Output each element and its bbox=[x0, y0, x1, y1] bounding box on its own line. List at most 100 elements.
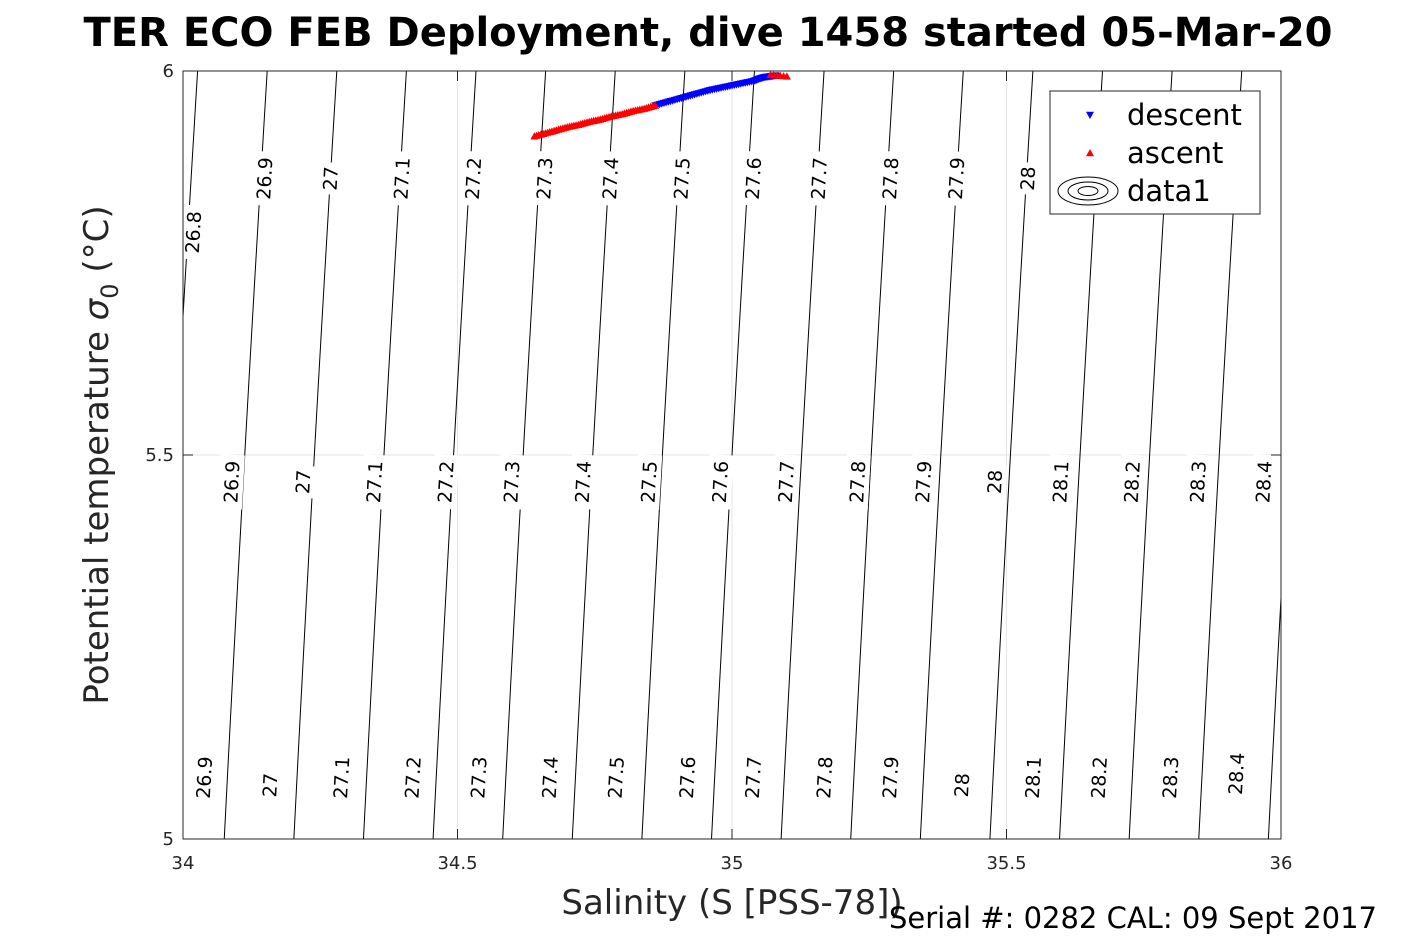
contour-label-text: 27.9 bbox=[879, 756, 903, 799]
contour-label-bg bbox=[635, 454, 663, 510]
contour-label-bg bbox=[399, 749, 427, 806]
contour-label: 27.2 bbox=[399, 749, 427, 806]
contour-label: 28.4 bbox=[1250, 454, 1277, 510]
contour-label-bg bbox=[569, 454, 597, 510]
contour-label: 28.2 bbox=[1085, 749, 1113, 806]
contour-label-text: 26.9 bbox=[193, 756, 217, 799]
contour-label-bg bbox=[1156, 749, 1184, 806]
contour-label-bg bbox=[876, 150, 904, 207]
contour-label: 28.2 bbox=[1118, 454, 1146, 510]
contour-label: 27.6 bbox=[673, 749, 701, 806]
profile-data bbox=[530, 70, 791, 140]
contour-label: 27.9 bbox=[909, 454, 937, 510]
contour-label-text: 26.9 bbox=[220, 460, 244, 503]
contour-label-bg bbox=[497, 454, 525, 510]
contour-label: 27.8 bbox=[810, 749, 838, 806]
contour-label-bg bbox=[536, 749, 564, 806]
contour-label-bg bbox=[942, 150, 970, 207]
isopycnal-28 bbox=[989, 71, 1034, 839]
contour-label-text: 28.4 bbox=[1225, 752, 1249, 795]
serial-calibration-note: Serial #: 0282 CAL: 09 Sept 2017 bbox=[889, 901, 1377, 935]
contour-label-bg bbox=[810, 749, 838, 806]
contour-label: 27.4 bbox=[536, 749, 564, 806]
contour-label-text: 27.3 bbox=[500, 460, 524, 503]
contour-label-bg bbox=[1085, 749, 1113, 806]
contour-label-text: 28.2 bbox=[1088, 756, 1112, 799]
contour-label-bg bbox=[179, 204, 207, 260]
x-tick-label: 35.5 bbox=[986, 853, 1026, 874]
contour-label: 27.3 bbox=[497, 454, 525, 510]
contour-label: 27.7 bbox=[772, 454, 800, 510]
contour-label: 27.8 bbox=[876, 150, 904, 207]
contour-label-text: 27 bbox=[259, 773, 282, 798]
contour-label-bg bbox=[250, 150, 278, 207]
contour-label-text: 28 bbox=[984, 469, 1007, 494]
contour-label-bg bbox=[360, 454, 388, 510]
contour-label-text: 27.7 bbox=[742, 756, 766, 799]
contour-label-text: 27.3 bbox=[467, 756, 491, 799]
contour-label-text: 27.5 bbox=[605, 756, 629, 799]
contour-label: 26.9 bbox=[217, 454, 245, 510]
contour-label-bg bbox=[289, 465, 316, 499]
contour-label-text: 27.6 bbox=[676, 756, 700, 799]
x-axis-label: Salinity (S [PSS-78]) bbox=[561, 883, 902, 923]
contour-label-bg bbox=[432, 454, 459, 510]
x-tick-label: 34.5 bbox=[437, 853, 477, 874]
contour-label-text: 27.6 bbox=[742, 157, 766, 200]
y-tick-label: 6 bbox=[163, 61, 174, 82]
contour-label-bg bbox=[876, 749, 904, 806]
x-tick-label: 35 bbox=[721, 853, 744, 874]
contour-label-text: 27.5 bbox=[670, 157, 694, 200]
contour-label: 27.3 bbox=[465, 749, 492, 806]
contour-label: 27.2 bbox=[459, 150, 487, 207]
contour-label-text: 28 bbox=[1017, 166, 1040, 191]
contour-label: 28.3 bbox=[1156, 749, 1184, 806]
legend-marker-contour-icon bbox=[1057, 176, 1119, 206]
contour-label-text: 27.8 bbox=[813, 756, 837, 799]
contour-label: 27.9 bbox=[942, 150, 970, 207]
isopycnal-26-8 bbox=[183, 71, 199, 326]
contour-label-text: 27.7 bbox=[775, 460, 799, 503]
y-axis-label-subscript: 0 bbox=[96, 283, 124, 298]
y-tick-label: 5 bbox=[163, 829, 174, 850]
contour-label: 27 bbox=[317, 161, 344, 196]
contour-label: 27.7 bbox=[739, 749, 767, 806]
contour-label: 27.8 bbox=[843, 454, 871, 510]
contour-label-bg bbox=[1222, 746, 1250, 802]
contour-label-bg bbox=[706, 454, 734, 510]
contour-label-bg bbox=[1046, 454, 1074, 510]
data-point-ascent bbox=[782, 72, 791, 80]
contour-label-text: 28.3 bbox=[1159, 756, 1183, 799]
contour-label-bg bbox=[1118, 454, 1146, 510]
contour-label: 28.3 bbox=[1184, 454, 1212, 510]
contour-label: 28.1 bbox=[1019, 749, 1047, 806]
contour-label: 27.5 bbox=[602, 749, 630, 806]
contour-label-bg bbox=[217, 454, 245, 510]
legend-marker-descent bbox=[1086, 111, 1094, 119]
isopycnal-27 bbox=[293, 71, 338, 839]
contour-label-text: 27.2 bbox=[434, 460, 458, 503]
contour-label-bg bbox=[739, 749, 767, 806]
legend: descent ascent data1 bbox=[1049, 90, 1261, 215]
contour-label: 27.7 bbox=[805, 150, 833, 207]
contour-label-text: 27.5 bbox=[638, 460, 662, 503]
contour-label-text: 27.7 bbox=[808, 157, 832, 200]
contour-label-text: 27.4 bbox=[572, 460, 596, 503]
contour-label: 28.1 bbox=[1046, 454, 1074, 510]
contour-labels: 26.8 26.9 27 27.1 27.2 27.3 27.4 27.5 27.6 27.7 27… bbox=[179, 150, 1277, 806]
contour-label-text: 28.2 bbox=[1121, 460, 1145, 503]
y-tick-label: 5.5 bbox=[145, 445, 174, 466]
contour-label: 27.4 bbox=[596, 150, 624, 207]
contour-label-bg bbox=[668, 150, 696, 207]
x-tick-label: 36 bbox=[1270, 853, 1293, 874]
contour-label-text: 27.9 bbox=[945, 157, 969, 200]
isopycnal-28-4 bbox=[1267, 588, 1281, 839]
contour-label-bg bbox=[843, 454, 871, 510]
legend-entry-ascent: ascent bbox=[1127, 136, 1223, 170]
contour-label-bg bbox=[256, 768, 283, 802]
contour-label-bg bbox=[1250, 454, 1277, 510]
contour-label-text: 28.1 bbox=[1022, 756, 1046, 799]
contour-label-text: 27 bbox=[292, 469, 315, 494]
contour-label: 26.8 bbox=[179, 204, 207, 260]
